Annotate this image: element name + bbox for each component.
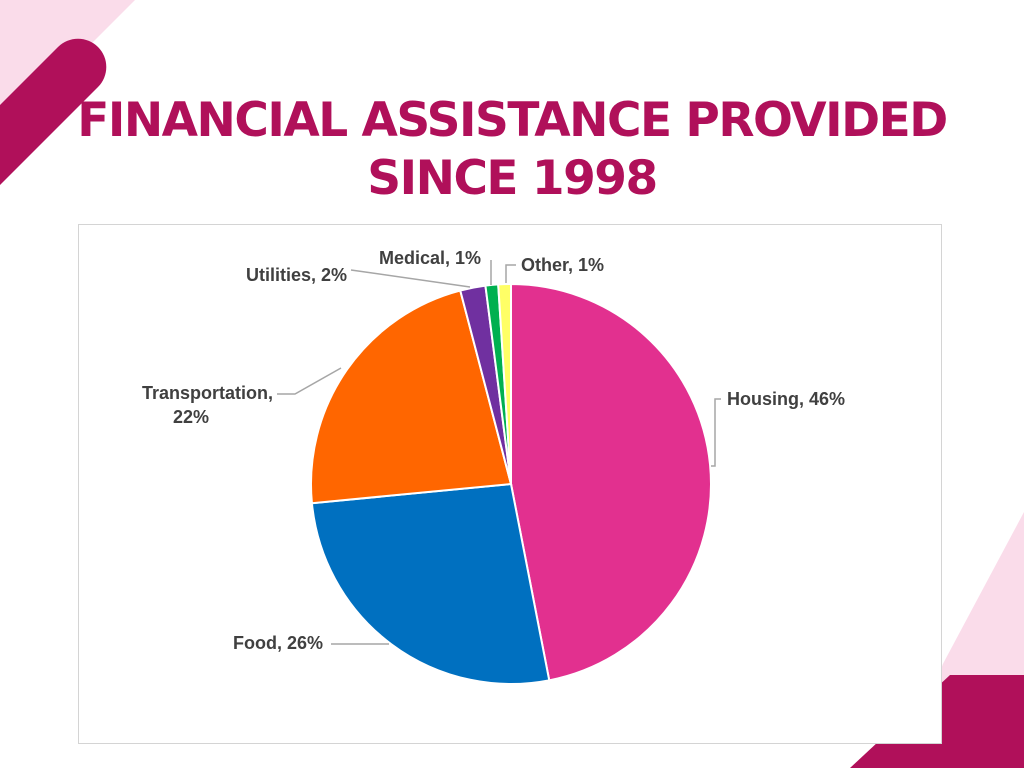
leader-line-other xyxy=(505,264,516,283)
data-label-food: Food, 26% xyxy=(233,633,323,653)
data-label-utilities: Utilities, 2% xyxy=(246,265,347,285)
leader-line-transportation xyxy=(277,367,342,395)
data-label-housing: Housing, 46% xyxy=(727,389,845,409)
data-label-transportation: Transportation, 22% xyxy=(142,383,273,427)
data-label-medical: Medical, 1% xyxy=(379,248,481,268)
page-title-line-1: FINANCIAL ASSISTANCE PROVIDED xyxy=(77,93,948,148)
chart-frame: Housing, 46% Food, 26% Transportation, 22% U… xyxy=(78,224,942,744)
pie-chart: Housing, 46% Food, 26% Transportation, 22% U… xyxy=(142,248,845,685)
data-label-other: Other, 1% xyxy=(521,255,604,275)
pie-slice-housing xyxy=(510,282,712,682)
page-title-line-2: SINCE 1998 xyxy=(367,151,658,206)
pie-slice-food xyxy=(310,482,551,685)
deco-bottom-right-light xyxy=(939,512,1024,712)
page-title: FINANCIAL ASSISTANCE PROVIDED SINCE 1998 xyxy=(0,92,1024,208)
leader-line-utilities xyxy=(350,269,471,288)
pie-slice-transportation xyxy=(310,289,513,505)
pie-slice-other xyxy=(497,282,512,485)
leader-line-housing xyxy=(711,398,721,467)
